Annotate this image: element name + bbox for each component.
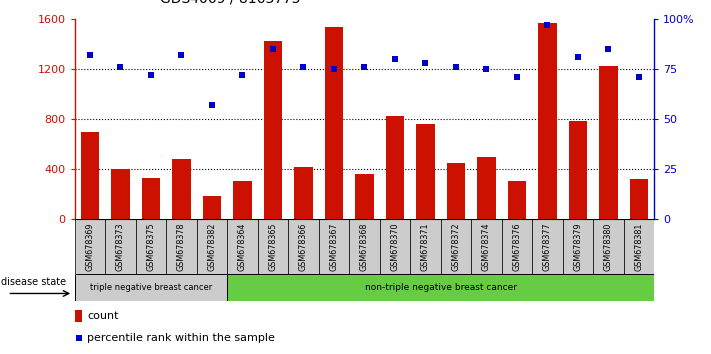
FancyBboxPatch shape xyxy=(227,274,654,301)
Bar xyxy=(75,310,82,322)
Text: count: count xyxy=(87,311,119,321)
Bar xyxy=(105,219,136,274)
Bar xyxy=(508,181,526,219)
Bar xyxy=(599,66,618,219)
Bar xyxy=(227,219,257,274)
Bar xyxy=(538,23,557,219)
Bar xyxy=(203,196,221,219)
Text: GDS4069 / 8163775: GDS4069 / 8163775 xyxy=(160,0,301,5)
Text: GSM678382: GSM678382 xyxy=(208,222,216,271)
Point xyxy=(481,67,492,72)
Bar xyxy=(447,163,465,219)
Text: GSM678365: GSM678365 xyxy=(268,222,277,271)
Bar xyxy=(471,219,502,274)
Text: disease state: disease state xyxy=(1,277,67,287)
Point xyxy=(450,65,461,70)
Text: GSM678375: GSM678375 xyxy=(146,222,156,271)
Point xyxy=(73,335,84,341)
Bar xyxy=(81,132,99,219)
Bar xyxy=(410,219,441,274)
Bar xyxy=(630,179,648,219)
Text: GSM678378: GSM678378 xyxy=(177,222,186,271)
Bar xyxy=(562,219,593,274)
Point xyxy=(419,61,431,66)
Point xyxy=(511,75,523,80)
Text: GSM678379: GSM678379 xyxy=(573,222,582,271)
Bar xyxy=(319,219,349,274)
Point xyxy=(145,73,156,78)
Bar xyxy=(502,219,532,274)
Bar xyxy=(257,219,288,274)
Bar xyxy=(197,219,227,274)
Point xyxy=(389,57,400,62)
Bar xyxy=(288,219,319,274)
Bar xyxy=(441,219,471,274)
Bar xyxy=(75,219,105,274)
Text: GSM678371: GSM678371 xyxy=(421,222,430,271)
Point xyxy=(542,23,553,28)
Bar xyxy=(380,219,410,274)
Text: GSM678373: GSM678373 xyxy=(116,222,125,271)
Text: GSM678380: GSM678380 xyxy=(604,222,613,270)
Text: percentile rank within the sample: percentile rank within the sample xyxy=(87,332,275,343)
Bar xyxy=(569,121,587,219)
Point xyxy=(603,47,614,52)
Text: triple negative breast cancer: triple negative breast cancer xyxy=(90,283,212,292)
Point xyxy=(358,65,370,70)
Text: GSM678368: GSM678368 xyxy=(360,222,369,270)
Bar xyxy=(624,219,654,274)
Text: GSM678381: GSM678381 xyxy=(634,222,643,270)
Bar xyxy=(386,116,404,219)
FancyBboxPatch shape xyxy=(75,274,227,301)
Point xyxy=(572,55,584,60)
Bar xyxy=(166,219,197,274)
Bar xyxy=(593,219,624,274)
Bar xyxy=(172,159,191,219)
Bar xyxy=(477,157,496,219)
Bar xyxy=(325,27,343,219)
Bar xyxy=(233,181,252,219)
Bar xyxy=(349,219,380,274)
Bar xyxy=(416,125,434,219)
Bar xyxy=(532,219,562,274)
Text: GSM678377: GSM678377 xyxy=(543,222,552,271)
Point xyxy=(328,67,340,72)
Point xyxy=(634,75,645,80)
Point xyxy=(206,103,218,108)
Point xyxy=(267,47,279,52)
Bar xyxy=(136,219,166,274)
Bar xyxy=(141,178,160,219)
Text: non-triple negative breast cancer: non-triple negative breast cancer xyxy=(365,283,517,292)
Text: GSM678372: GSM678372 xyxy=(451,222,461,271)
Text: GSM678374: GSM678374 xyxy=(482,222,491,271)
Point xyxy=(84,53,95,58)
Point xyxy=(237,73,248,78)
Bar xyxy=(111,170,129,219)
Bar xyxy=(294,167,313,219)
Point xyxy=(298,65,309,70)
Bar xyxy=(264,41,282,219)
Text: GSM678369: GSM678369 xyxy=(85,222,95,271)
Text: GSM678367: GSM678367 xyxy=(329,222,338,271)
Text: GSM678366: GSM678366 xyxy=(299,222,308,270)
Bar xyxy=(356,175,373,219)
Point xyxy=(114,65,126,70)
Point xyxy=(176,53,187,58)
Text: GSM678370: GSM678370 xyxy=(390,222,400,271)
Text: GSM678376: GSM678376 xyxy=(513,222,521,271)
Text: GSM678364: GSM678364 xyxy=(238,222,247,270)
